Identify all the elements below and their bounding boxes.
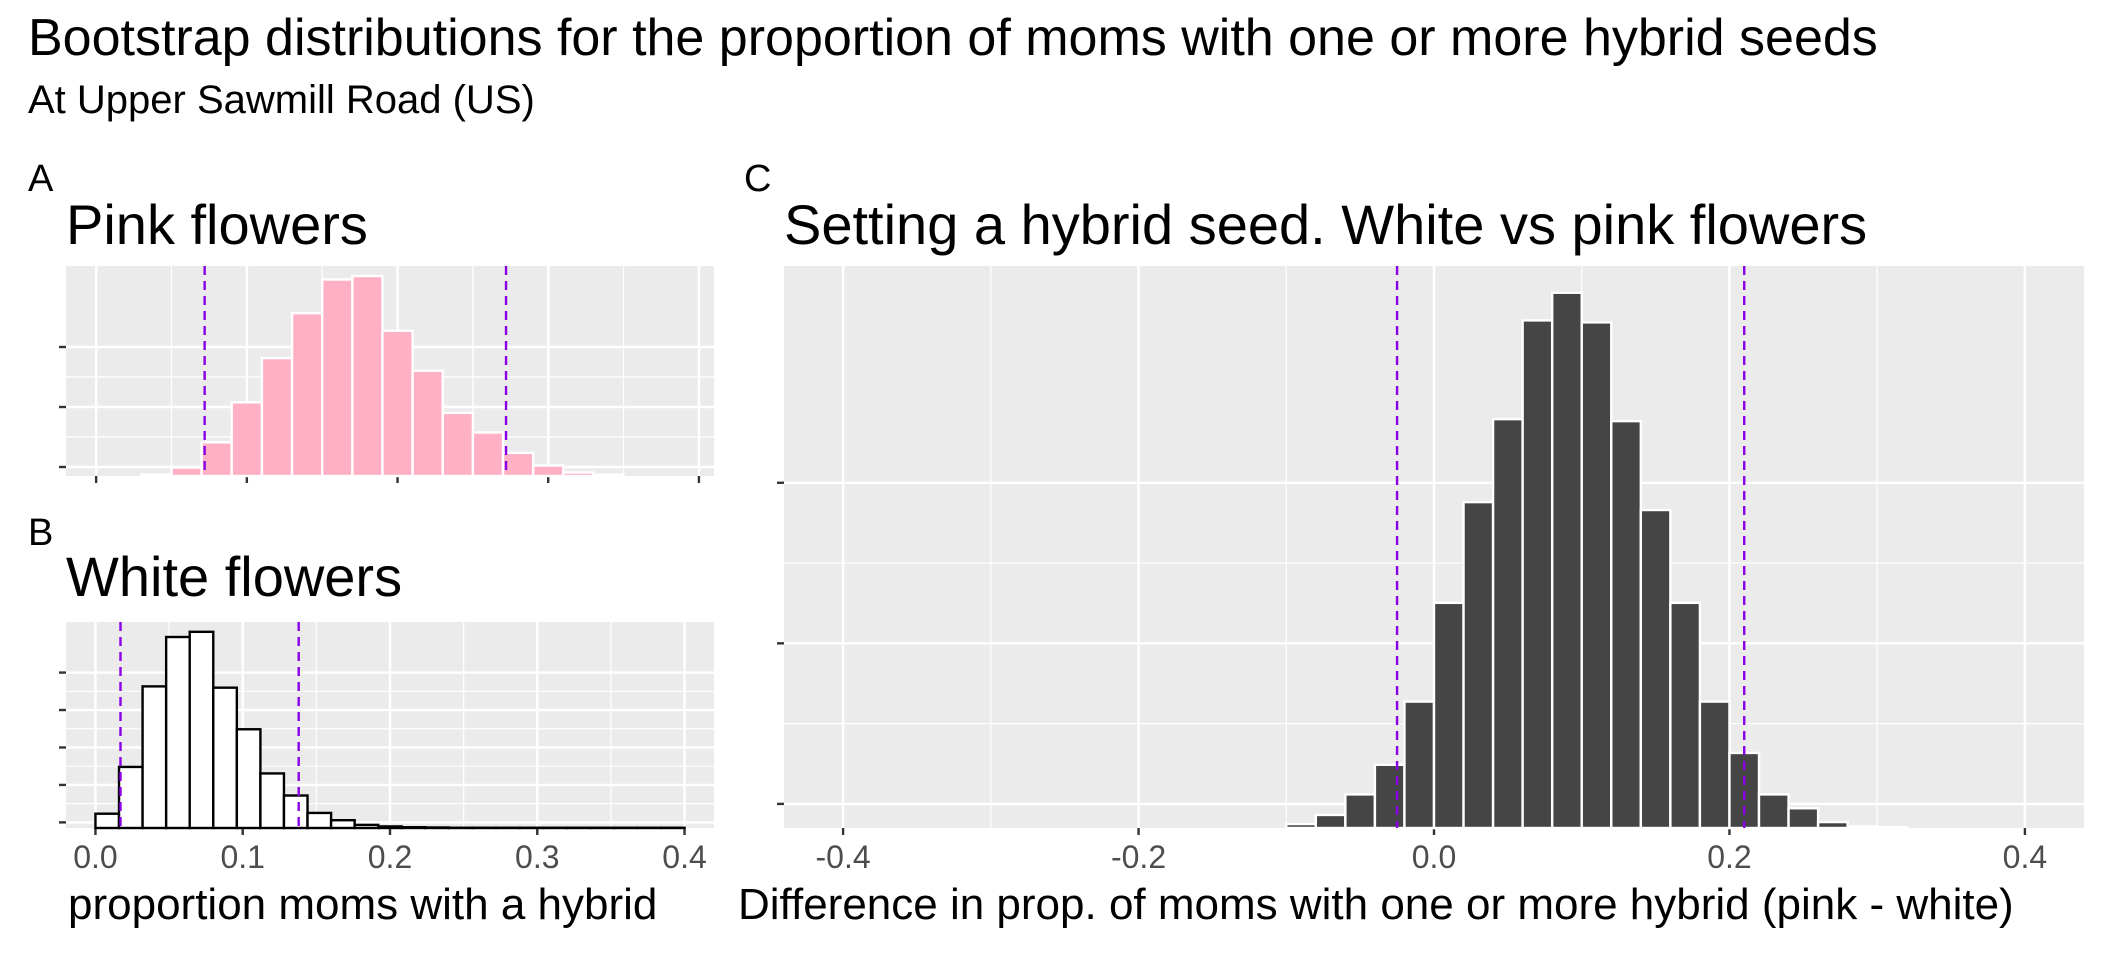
- panel-c-bar: [1314, 813, 1347, 830]
- panel-a-bar: [200, 441, 233, 478]
- panel-b-x-tick-label: 0.1: [220, 839, 264, 875]
- panel-c-bar: [1550, 291, 1583, 830]
- panel-b-bar: [329, 819, 356, 830]
- panel-a-bar: [230, 401, 264, 478]
- panel-c-x-tick-label: 0.0: [1412, 839, 1456, 875]
- panel-a-bar: [381, 329, 414, 478]
- panel-b-bar: [212, 686, 239, 830]
- panel-b-bar: [94, 812, 121, 830]
- panel-c-bar: [1344, 793, 1377, 830]
- panel-a-bar: [592, 473, 625, 478]
- panel-b-bar: [235, 728, 262, 830]
- panel-a-bar: [501, 451, 535, 478]
- panel-b-bar: [306, 811, 333, 830]
- panel-a-bar: [260, 356, 294, 478]
- panel-c-bar: [1491, 417, 1524, 830]
- panel-b-x-tick-label: 0.0: [73, 839, 117, 875]
- panel-c-x-axis-label: Difference in prop. of moms with one or …: [738, 880, 2014, 929]
- panel-b-bar: [259, 772, 286, 830]
- panel-a-bar: [351, 274, 384, 478]
- panel-b-bar: [141, 685, 168, 830]
- panel-c-bar: [1846, 825, 1879, 830]
- panel-c-x-tick-label: -0.4: [816, 839, 871, 875]
- panel-a-bar: [320, 278, 354, 478]
- panel-b-bar: [117, 765, 144, 830]
- panel-c-bar: [1432, 601, 1465, 830]
- panel-b-bar: [353, 823, 380, 830]
- panel-c-bar: [1639, 508, 1672, 830]
- panel-a-bar: [411, 369, 444, 478]
- figure-subtitle: At Upper Sawmill Road (US): [28, 78, 535, 122]
- panel-c-bar: [1462, 500, 1495, 830]
- panel-c-bar: [1610, 419, 1643, 830]
- panel-c-bar: [1403, 700, 1436, 830]
- panel-a-bar: [562, 471, 595, 478]
- panel-a-bar: [471, 431, 505, 478]
- panel-c-tag: C: [744, 158, 772, 200]
- panel-c-x-tick-label: 0.2: [1707, 839, 1751, 875]
- panel-c-bar: [1757, 793, 1790, 830]
- panel-c-bar: [1816, 820, 1849, 830]
- panel-a-bar: [531, 464, 565, 478]
- figure-title: Bootstrap distributions for the proporti…: [28, 9, 1878, 67]
- panel-b-title: White flowers: [66, 545, 403, 608]
- panel-b-x-axis-label: proportion moms with a hybrid: [68, 880, 658, 929]
- panel-c-bar: [1669, 601, 1702, 830]
- panel-c-x-tick-label: 0.4: [2003, 839, 2047, 875]
- panel-c-x-tick-label: -0.2: [1111, 839, 1166, 875]
- panel-b-bar: [400, 826, 427, 830]
- panel-b-x-tick-label: 0.4: [662, 839, 706, 875]
- panel-c-bar: [1787, 807, 1820, 830]
- panel-b-tag: B: [28, 512, 54, 554]
- panel-a-bar: [140, 473, 173, 478]
- panel-a-tag: A: [28, 158, 54, 200]
- panel-a-bar: [441, 411, 475, 478]
- panel-c-title: Setting a hybrid seed. White vs pink flo…: [784, 193, 1868, 256]
- panel-c-bar: [1373, 763, 1406, 830]
- panel-b-bar: [282, 794, 309, 830]
- panel-a-bar: [170, 466, 203, 478]
- panel-b-x-tick-label: 0.3: [515, 839, 559, 875]
- panel-c-bar: [1875, 826, 1908, 830]
- panel-c-bar: [1698, 700, 1731, 830]
- panel-b-bar: [188, 630, 215, 830]
- panel-b-x-tick-label: 0.2: [368, 839, 412, 875]
- panel-b-bar: [377, 825, 403, 830]
- panel-a-bar: [290, 311, 324, 478]
- panel-c-bar: [1521, 319, 1554, 830]
- panel-c-bar: [1580, 321, 1613, 830]
- panel-b-bar: [164, 635, 191, 830]
- panel-c-bar: [1285, 822, 1318, 830]
- panel-b-bar: [424, 826, 451, 830]
- panel-a-title: Pink flowers: [66, 193, 368, 256]
